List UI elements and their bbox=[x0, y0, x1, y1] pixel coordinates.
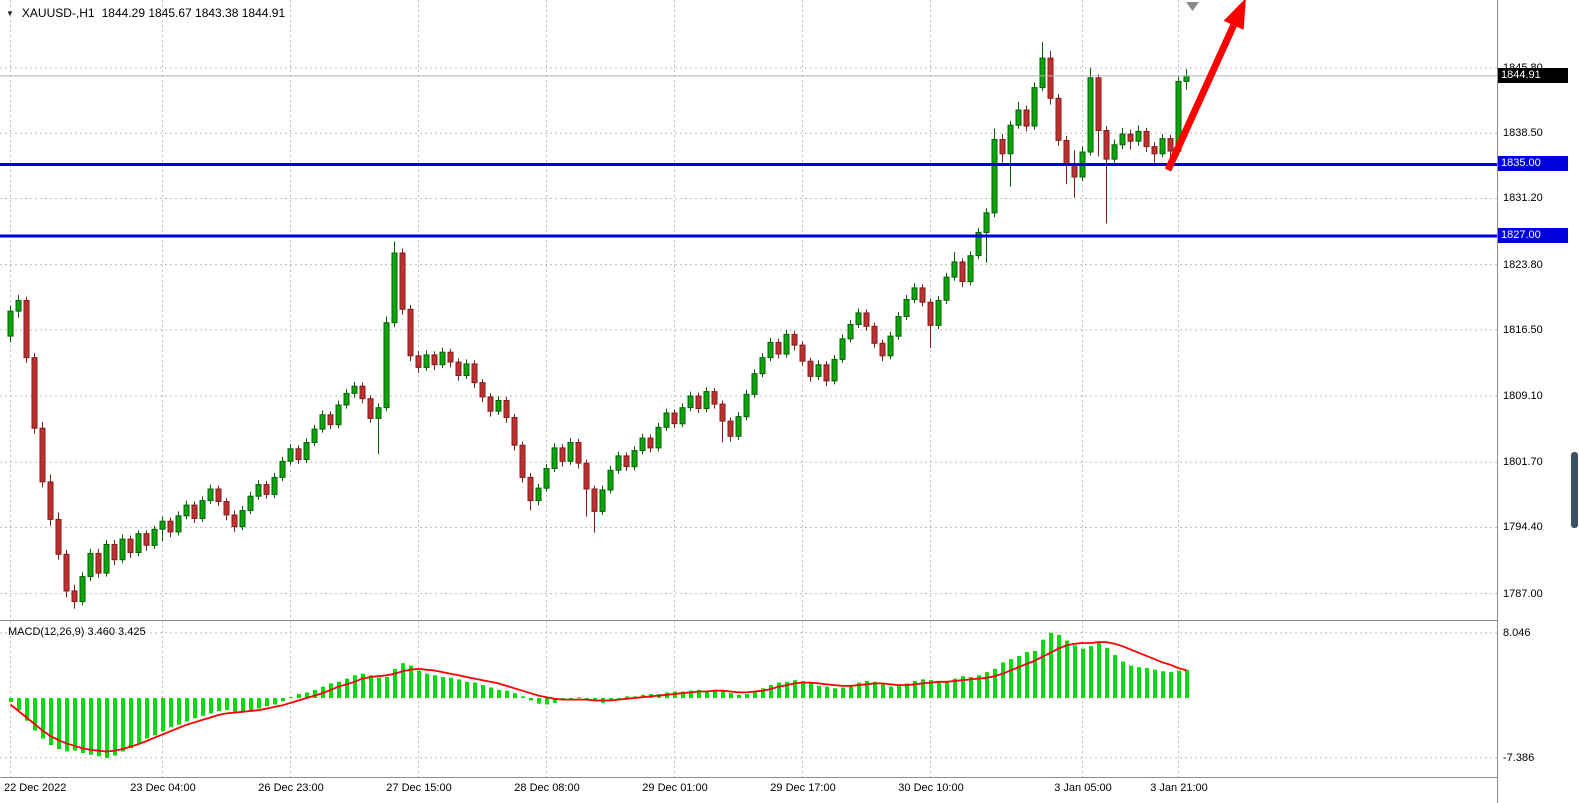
time-axis-label: 23 Dec 04:00 bbox=[130, 782, 196, 794]
time-axis-label: 26 Dec 23:00 bbox=[258, 782, 324, 794]
price-axis-label: 1801.70 bbox=[1503, 456, 1543, 468]
chart-shift-marker-icon[interactable] bbox=[1186, 2, 1199, 11]
ohlc-readout: 1844.29 1845.67 1843.38 1844.91 bbox=[101, 6, 286, 20]
grid bbox=[0, 0, 1497, 620]
price-axis-label: 1787.00 bbox=[1503, 588, 1543, 600]
macd-indicator-label: MACD(12,26,9) 3.460 3.425 bbox=[8, 626, 146, 638]
time-axis[interactable]: 22 Dec 2022 23 Dec 04:00 26 Dec 23:00 27 De… bbox=[0, 778, 1497, 803]
price-axis-label: 1794.40 bbox=[1503, 521, 1543, 533]
scrollbar-thumb[interactable] bbox=[1571, 452, 1578, 528]
time-axis-label: 3 Jan 21:00 bbox=[1150, 782, 1208, 794]
axis-separator bbox=[0, 777, 1579, 778]
time-axis-label: 22 Dec 2022 bbox=[4, 782, 67, 794]
time-axis-label: 29 Dec 17:00 bbox=[770, 782, 836, 794]
trend-arrow[interactable] bbox=[1164, 0, 1246, 172]
price-axis-label: 1838.50 bbox=[1503, 127, 1543, 139]
price-axis-label: 1831.20 bbox=[1503, 192, 1543, 204]
pane-separator[interactable] bbox=[0, 620, 1579, 621]
price-line-badge[interactable]: 1835.00 bbox=[1498, 156, 1568, 171]
time-axis-label: 28 Dec 08:00 bbox=[514, 782, 580, 794]
time-axis-label: 27 Dec 15:00 bbox=[386, 782, 452, 794]
symbol-dropdown-icon[interactable]: ▼ bbox=[6, 8, 14, 18]
time-axis-label: 30 Dec 10:00 bbox=[898, 782, 964, 794]
price-axis-label: 1823.80 bbox=[1503, 259, 1543, 271]
macd-axis-label: -7.386 bbox=[1503, 752, 1535, 764]
bid-price-badge: 1844.91 bbox=[1498, 68, 1568, 83]
time-axis-label: 3 Jan 05:00 bbox=[1054, 782, 1112, 794]
price-axis-label: 1809.10 bbox=[1503, 390, 1543, 402]
macd-axis-label: 8.046 bbox=[1503, 627, 1531, 639]
main-chart-pane[interactable] bbox=[0, 0, 1497, 620]
macd-indicator-pane[interactable] bbox=[0, 621, 1497, 777]
macd-grid bbox=[0, 621, 1497, 777]
chart-symbol-timeframe: XAUUSD-,H1 bbox=[21, 6, 95, 20]
macd-histogram bbox=[9, 632, 1189, 758]
candles bbox=[7, 42, 1190, 609]
price-axis-label: 1816.50 bbox=[1503, 324, 1543, 336]
price-axis[interactable]: 1845.801838.501831.201823.801816.501809.… bbox=[1497, 0, 1579, 803]
time-axis-label: 29 Dec 01:00 bbox=[642, 782, 708, 794]
price-line-badge[interactable]: 1827.00 bbox=[1498, 228, 1568, 243]
chart-title-bar: ▼ XAUUSD-,H1 1844.29 1845.67 1843.38 184… bbox=[6, 6, 285, 20]
macd-signal-line bbox=[9, 641, 1187, 753]
